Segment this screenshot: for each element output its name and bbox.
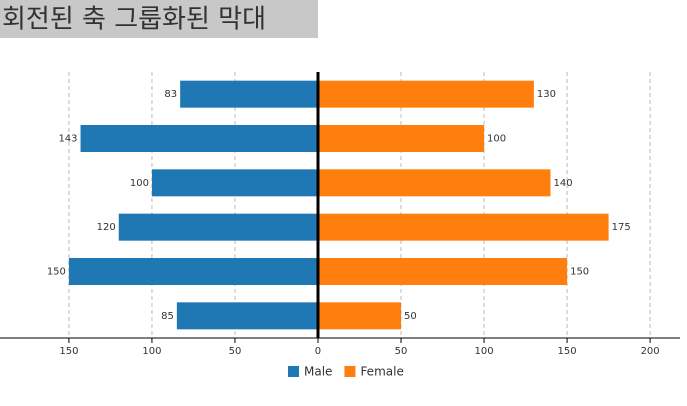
bar (317, 80, 534, 108)
bar (151, 169, 318, 197)
value-label: 130 (537, 89, 556, 100)
value-label: 175 (612, 222, 631, 233)
bar (317, 258, 568, 285)
value-label: 85 (161, 311, 174, 322)
chart-title: 회전된 축 그룹화된 막대 (2, 5, 266, 35)
value-label: 143 (58, 134, 77, 145)
bar (180, 80, 318, 108)
value-label: 140 (553, 178, 572, 189)
x-tick-label: 50 (229, 346, 242, 357)
bar (118, 213, 318, 241)
legend-label: Female (360, 365, 403, 379)
bar (317, 169, 551, 197)
value-label: 50 (404, 311, 417, 322)
value-label: 120 (97, 222, 116, 233)
value-label: 150 (47, 267, 66, 278)
legend-swatch (288, 366, 299, 377)
x-tick-label: 150 (558, 346, 577, 357)
legend-label: Male (304, 365, 332, 379)
bar (176, 302, 318, 330)
bar (68, 258, 318, 285)
value-label: 100 (130, 178, 149, 189)
value-label: 150 (570, 267, 589, 278)
x-tick-label: 0 (315, 346, 321, 357)
x-tick-label: 150 (59, 346, 78, 357)
bar (80, 125, 318, 152)
title-background (0, 0, 318, 38)
value-label: 100 (487, 134, 506, 145)
x-tick-label: 100 (475, 346, 494, 357)
bar (317, 125, 485, 152)
x-tick-label: 100 (142, 346, 161, 357)
legend-swatch (344, 366, 356, 377)
bar (317, 302, 402, 330)
x-tick-label: 200 (641, 346, 660, 357)
bar (317, 213, 609, 241)
value-label: 83 (164, 89, 177, 100)
x-tick-label: 50 (395, 346, 408, 357)
